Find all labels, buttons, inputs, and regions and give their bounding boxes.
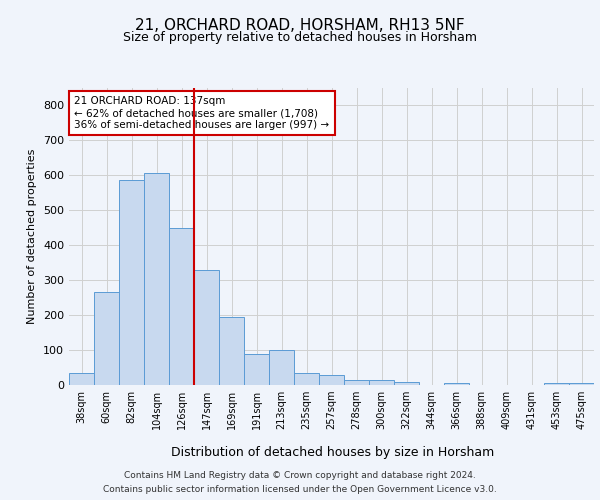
Text: 21, ORCHARD ROAD, HORSHAM, RH13 5NF: 21, ORCHARD ROAD, HORSHAM, RH13 5NF	[135, 18, 465, 32]
Bar	[394, 382, 419, 385]
Bar	[219, 317, 244, 385]
Bar	[369, 380, 394, 385]
Bar	[569, 383, 594, 385]
Text: Contains HM Land Registry data © Crown copyright and database right 2024.: Contains HM Land Registry data © Crown c…	[124, 472, 476, 480]
Text: Size of property relative to detached houses in Horsham: Size of property relative to detached ho…	[123, 31, 477, 44]
Bar	[69, 373, 94, 385]
Bar	[269, 350, 294, 385]
Text: Contains public sector information licensed under the Open Government Licence v3: Contains public sector information licen…	[103, 486, 497, 494]
Text: Distribution of detached houses by size in Horsham: Distribution of detached houses by size …	[172, 446, 494, 459]
Bar	[169, 228, 194, 385]
Text: 21 ORCHARD ROAD: 137sqm
← 62% of detached houses are smaller (1,708)
36% of semi: 21 ORCHARD ROAD: 137sqm ← 62% of detache…	[74, 96, 329, 130]
Bar	[544, 383, 569, 385]
Bar	[244, 354, 269, 385]
Bar	[294, 374, 319, 385]
Bar	[194, 270, 219, 385]
Bar	[444, 383, 469, 385]
Bar	[319, 374, 344, 385]
Bar	[344, 380, 369, 385]
Bar	[119, 180, 144, 385]
Bar	[144, 174, 169, 385]
Bar	[94, 292, 119, 385]
Y-axis label: Number of detached properties: Number of detached properties	[28, 148, 37, 324]
